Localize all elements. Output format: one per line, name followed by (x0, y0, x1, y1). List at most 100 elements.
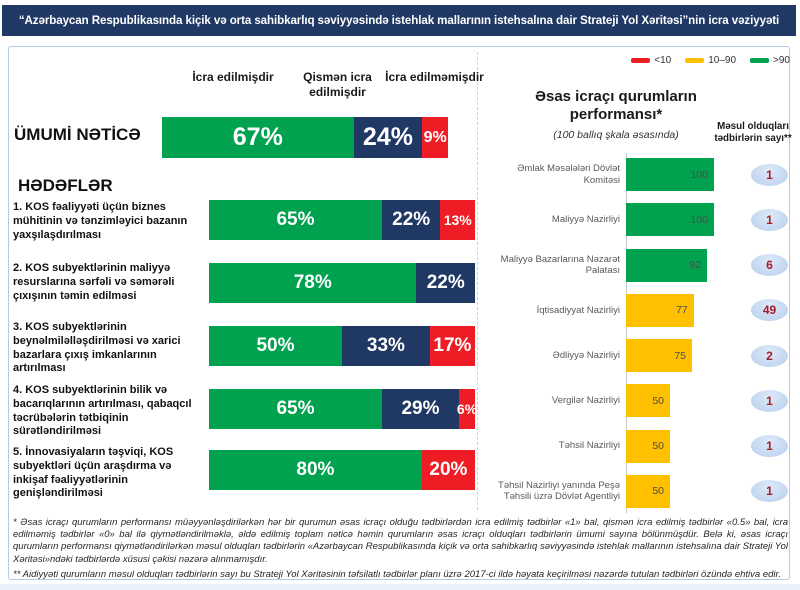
count-badge: 1 (751, 208, 788, 231)
legend-item-mid: 10–90 (685, 55, 736, 66)
institution-row: Ədliyyə Nazirliyi 75 2 (482, 333, 789, 378)
institution-name: Əmlak Məsələləri Dövlət Komitəsi (517, 163, 620, 186)
score-bar-track: 50 (626, 429, 714, 463)
legend-label: 10–90 (708, 55, 737, 66)
bar-segment-not-done: 20% (421, 450, 475, 490)
institution-row: Təhsil Nazirliyi 50 1 (482, 424, 789, 469)
score-value: 92 (689, 259, 701, 272)
institution-name: Təhsil Nazirliyi yanında Peşə Təhsili üz… (498, 479, 620, 503)
goal-2-bar: 78% 22% (209, 263, 475, 303)
score-bar-track: 92 (626, 248, 714, 282)
count-badge: 1 (751, 435, 788, 458)
overall-result-bar: 67% 24% 9% (162, 117, 448, 158)
score-bar-track: 100 (626, 203, 714, 237)
measure-count-header: Məsul olduqları tədbirlərin sayı** (714, 121, 792, 144)
segment-value: 20% (429, 459, 468, 480)
bar-segment-not-done: 9% (422, 117, 448, 158)
score-bar-track: 100 (626, 158, 714, 192)
goals-heading: HƏDƏFLƏR (18, 176, 113, 195)
goal-3-bar: 50% 33% 17% (209, 326, 475, 366)
score-bar: 77 (626, 293, 694, 327)
footnote-measure-counts: ** Aidiyyəti qurumların məsul olduqları … (13, 568, 781, 580)
bar-segment-partial: 22% (381, 200, 441, 240)
segment-value: 22% (426, 272, 465, 293)
institution-name: Ədliyyə Nazirliyi (552, 349, 620, 361)
score-bar: 100 (626, 203, 714, 237)
goal-2-label: 2. KOS subyektlərinin maliyyə resursları… (13, 262, 175, 302)
bar-segment-partial: 22% (416, 263, 475, 303)
performance-title-text: Əsas icraçı qurumların performansı* (535, 88, 697, 123)
institution-name: İqtisadiyyat Nazirliyi (536, 304, 620, 316)
goal-1-label: 1. KOS fəaliyyəti üçün biznes mühitinin … (13, 201, 188, 241)
performance-legend: <10 10–90 >90 (598, 55, 790, 66)
count-value: 1 (766, 167, 773, 182)
count-badge: 2 (751, 344, 788, 367)
goal-1-bar: 65% 22% 13% (209, 200, 475, 240)
legend-swatch-red (631, 58, 651, 63)
bar-segment-partial: 29% (381, 389, 460, 429)
legend-swatch-green (750, 58, 770, 63)
score-bar-track: 75 (626, 339, 714, 373)
institution-row: Təhsil Nazirliyi yanında Peşə Təhsili üz… (482, 469, 789, 514)
segment-value: 33% (366, 335, 405, 356)
legend-item-high: >90 (750, 55, 790, 66)
count-badge: 6 (751, 254, 788, 277)
institution-row: Maliyyə Nazirliyi 100 1 (482, 197, 789, 242)
legend-label: >90 (773, 55, 790, 66)
bar-segment-done: 67% (162, 117, 354, 158)
segment-value: 67% (232, 123, 283, 151)
bar-segment-done: 65% (209, 389, 382, 429)
score-value: 100 (690, 213, 708, 226)
score-value: 77 (676, 304, 688, 317)
institution-name: Təhsil Nazirliyi (558, 440, 620, 452)
legend-label: <10 (654, 55, 672, 66)
segment-value: 65% (276, 398, 315, 419)
column-header-done: İcra edilmişdir (192, 70, 274, 84)
legend-item-low: <10 (631, 55, 671, 66)
segment-value: 50% (256, 335, 295, 356)
score-bar: 50 (626, 384, 670, 418)
score-bar-track: 77 (626, 293, 714, 327)
legend-swatch-yellow (685, 58, 705, 63)
overall-result-label: ÜMUMİ NƏTİCƏ (14, 125, 141, 144)
column-header-not-done: İcra edilməmişdir (385, 70, 484, 84)
goal-5-bar: 80% 20% (209, 450, 475, 490)
institution-name: Vergilər Nazirliyi (551, 395, 620, 407)
score-bar-track: 50 (626, 474, 714, 508)
segment-value: 9% (423, 128, 447, 146)
score-bar: 92 (626, 248, 707, 282)
count-value: 49 (762, 303, 777, 318)
count-value: 1 (766, 393, 773, 408)
institution-row: Maliyyə Bazarlarına Nəzarət Palatası 92 … (482, 243, 789, 288)
bar-segment-done: 65% (209, 200, 382, 240)
segment-value: 13% (443, 212, 472, 228)
institution-row: Vergilər Nazirliyi 50 1 (482, 378, 789, 423)
institution-rows: Əmlak Məsələləri Dövlət Komitəsi 100 1 M… (482, 152, 789, 514)
bar-segment-done: 80% (209, 450, 422, 490)
page-title: “Azərbaycan Respublikasında kiçik və ort… (2, 5, 796, 36)
score-value: 50 (652, 485, 664, 498)
segment-value: 29% (401, 398, 440, 419)
institution-row: Əmlak Məsələləri Dövlət Komitəsi 100 1 (482, 152, 789, 197)
institution-row: İqtisadiyyat Nazirliyi 77 49 (482, 288, 789, 333)
column-header-partial: Qismən icra edilmişdir (303, 70, 372, 99)
count-value: 2 (766, 348, 773, 363)
bar-segment-done: 50% (209, 326, 342, 366)
goal-5-label: 5. İnnovasiyaların təşviqi, KOS subyektl… (13, 446, 174, 500)
bar-segment-not-done: 6% (457, 389, 477, 429)
score-bar-track: 50 (626, 384, 714, 418)
goal-4-label: 4. KOS subyektlərinin bilik və bacarıqla… (13, 384, 192, 438)
count-badge: 1 (751, 389, 788, 412)
score-bar: 50 (626, 474, 670, 508)
count-badge: 1 (751, 480, 788, 503)
bar-segment-done: 78% (209, 263, 417, 303)
institution-name: Maliyyə Bazarlarına Nəzarət Palatası (500, 253, 620, 277)
score-bar: 100 (626, 158, 714, 192)
bar-segment-partial: 24% (353, 117, 423, 158)
segment-value: 22% (392, 209, 431, 230)
count-value: 1 (766, 439, 773, 454)
segment-value: 80% (296, 459, 335, 480)
score-value: 100 (690, 168, 708, 181)
segment-value: 24% (362, 123, 413, 151)
count-value: 1 (766, 484, 773, 499)
